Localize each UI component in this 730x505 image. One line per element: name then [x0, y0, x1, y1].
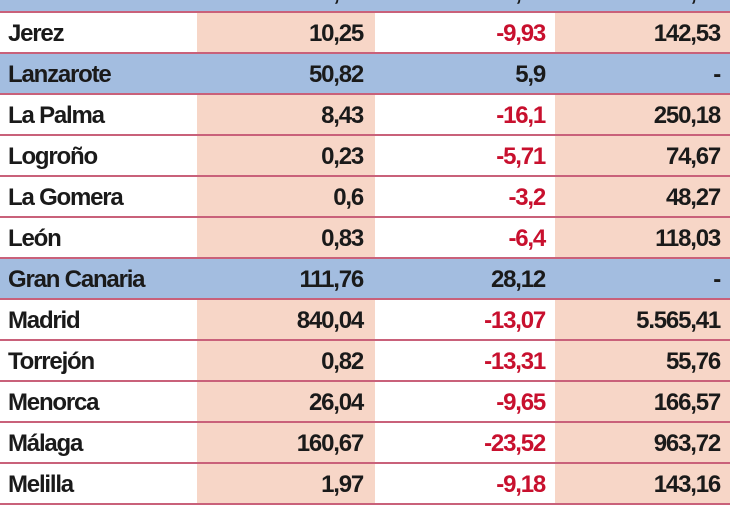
- value-col-1: 160,67: [197, 423, 375, 462]
- value-col-3: -: [555, 54, 730, 93]
- value-col-1: 840,04: [197, 300, 375, 339]
- value-col-1: 0,82: [197, 341, 375, 380]
- row-name: Jerez: [8, 20, 65, 47]
- table-row: La Palma 8,43 -16,1 250,18: [0, 95, 730, 136]
- value-col-3: 5.565,41: [555, 300, 730, 339]
- value-col-2: -9,18: [496, 471, 546, 498]
- value-col-3: -: [555, 259, 730, 298]
- value-col-1: 8,43: [197, 95, 375, 134]
- value-col-1: 54,41: [197, 0, 375, 11]
- row-name: Melilla: [8, 471, 74, 498]
- value-col-3: 74,67: [555, 136, 730, 175]
- row-name: Logroño: [8, 143, 98, 170]
- value-col-2: -9,93: [496, 20, 546, 47]
- value-col-3: 143,16: [555, 464, 730, 503]
- row-name: Madrid: [8, 307, 81, 334]
- value-col-1: 1,97: [197, 464, 375, 503]
- table-row: Málaga 160,67 -23,52 963,72: [0, 423, 730, 464]
- value-col-1: 0,83: [197, 218, 375, 257]
- table-row: Melilla 1,97 -9,18 143,16: [0, 464, 730, 505]
- table-row: Madrid 840,04 -13,07 5.565,41: [0, 300, 730, 341]
- table-row: Menorca 26,04 -9,65 166,57: [0, 382, 730, 423]
- table-row: La Gomera 0,6 -3,2 48,27: [0, 177, 730, 218]
- table-row: Ibiza54,417,6517,51: [0, 0, 730, 13]
- value-col-3: 118,03: [555, 218, 730, 257]
- value-col-3: 166,57: [555, 382, 730, 421]
- row-name: La Palma: [8, 102, 105, 129]
- value-col-2: -23,52: [484, 430, 546, 457]
- row-name: Torrejón: [8, 348, 95, 375]
- row-name: Menorca: [8, 389, 99, 416]
- table-row: León 0,83 -6,4 118,03: [0, 218, 730, 259]
- value-col-1: 0,23: [197, 136, 375, 175]
- value-col-2: -3,2: [508, 184, 546, 211]
- table-row: Jerez 10,25 -9,93 142,53: [0, 13, 730, 54]
- value-col-1: 10,25: [197, 13, 375, 52]
- row-name: Málaga: [8, 430, 83, 457]
- value-col-3: 17,51: [555, 0, 730, 11]
- value-col-1: 111,76: [197, 259, 375, 298]
- value-col-2: 28,12: [375, 259, 555, 298]
- value-col-1: 26,04: [197, 382, 375, 421]
- table-row: Torrejón 0,82 -13,31 55,76: [0, 341, 730, 382]
- row-name: La Gomera: [8, 184, 124, 211]
- value-col-2: -5,71: [496, 143, 546, 170]
- value-col-1: 0,6: [197, 177, 375, 216]
- value-col-3: 963,72: [555, 423, 730, 462]
- row-name: León: [8, 225, 62, 252]
- value-col-2: 5,9: [375, 54, 555, 93]
- row-name: Gran Canaria: [0, 259, 197, 298]
- value-col-2: -13,31: [484, 348, 546, 375]
- row-name: Ibiza: [0, 0, 197, 11]
- table-row: Lanzarote 50,82 5,9-: [0, 54, 730, 95]
- value-col-1: 50,82: [197, 54, 375, 93]
- value-col-2: -16,1: [496, 102, 546, 129]
- value-col-2: -9,65: [496, 389, 546, 416]
- value-col-2: -6,4: [508, 225, 546, 252]
- value-col-2: -13,07: [484, 307, 546, 334]
- value-col-3: 250,18: [555, 95, 730, 134]
- value-col-2: 7,65: [375, 0, 555, 11]
- table-row: Logroño 0,23 -5,71 74,67: [0, 136, 730, 177]
- value-col-3: 55,76: [555, 341, 730, 380]
- value-col-3: 142,53: [555, 13, 730, 52]
- value-col-3: 48,27: [555, 177, 730, 216]
- row-name: Lanzarote: [0, 54, 197, 93]
- table-row: Gran Canaria 111,76 28,12-: [0, 259, 730, 300]
